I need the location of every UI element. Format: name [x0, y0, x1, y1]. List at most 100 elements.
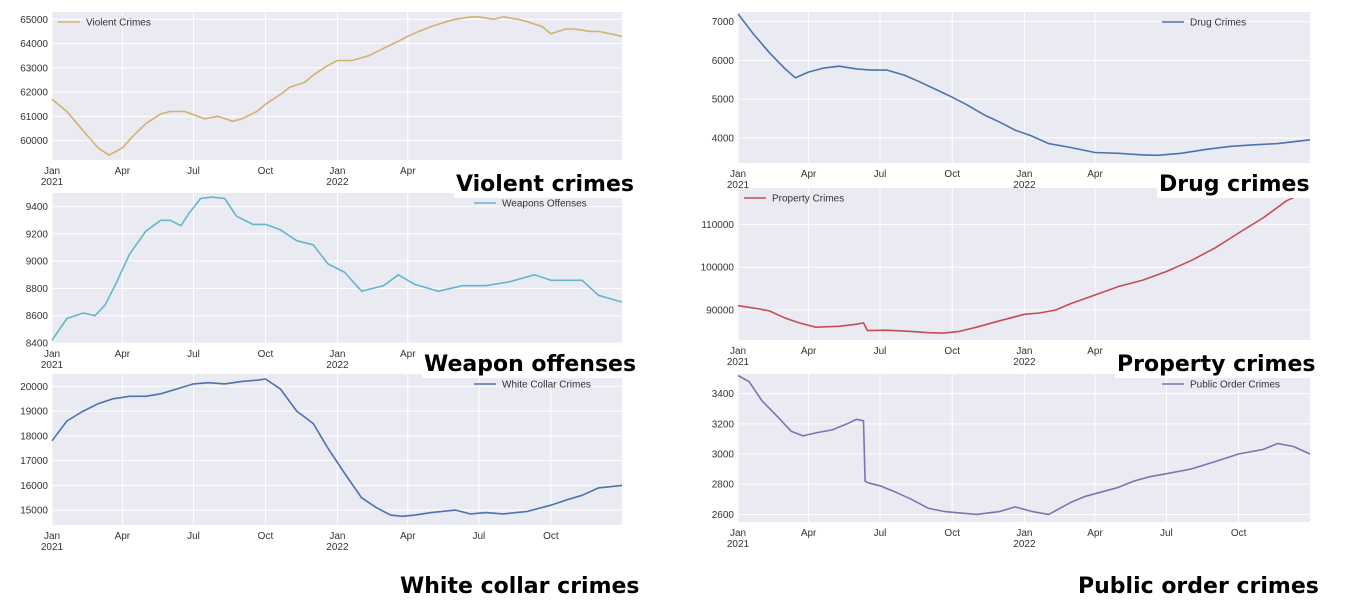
- x-tick-label: Jan: [44, 531, 60, 542]
- x-tick-label: Jan: [1016, 169, 1032, 180]
- x-tick-label: Jan: [44, 166, 60, 177]
- x-tick-label: Apr: [400, 531, 416, 542]
- y-tick-label: 9400: [26, 202, 49, 213]
- x-tick-label: Jan: [1016, 528, 1032, 539]
- legend-label: Violent Crimes: [86, 18, 151, 29]
- x-tick-label: Apr: [1087, 169, 1103, 180]
- y-tick-label: 15000: [20, 506, 48, 517]
- y-tick-label: 9200: [26, 229, 49, 240]
- x-tick-label: Jan: [329, 531, 345, 542]
- x-tick-label: Jul: [187, 166, 200, 177]
- caption-white-collar-crimes: White collar crimes: [400, 574, 640, 599]
- x-tick-label: Jan: [730, 169, 746, 180]
- y-tick-label: 64000: [20, 39, 48, 50]
- series-line: [737, 13, 1311, 157]
- y-tick-label: 7000: [712, 17, 735, 28]
- x-tick-year-label: 2021: [727, 539, 750, 550]
- x-tick-label: Apr: [801, 346, 817, 357]
- x-tick-label: Jul: [473, 531, 486, 542]
- x-tick-year-label: 2021: [41, 177, 64, 188]
- series-line: [51, 16, 623, 156]
- legend-label: Weapons Offenses: [502, 199, 587, 210]
- y-tick-label: 3400: [712, 389, 735, 400]
- x-tick-year-label: 2021: [727, 180, 750, 191]
- series-line: [737, 189, 1311, 334]
- x-tick-label: Jan: [730, 528, 746, 539]
- caption-weapon-offenses: Weapon offenses: [422, 352, 639, 378]
- y-tick-label: 2600: [712, 510, 735, 521]
- y-tick-label: 8600: [26, 311, 49, 322]
- legend-label: Property Crimes: [772, 194, 844, 205]
- x-tick-label: Jan: [1016, 346, 1032, 357]
- y-tick-label: 17000: [20, 456, 48, 467]
- y-tick-label: 9000: [26, 257, 49, 268]
- series-line: [51, 196, 623, 341]
- y-tick-label: 63000: [20, 63, 48, 74]
- y-tick-label: 6000: [712, 56, 735, 67]
- caption-drug-crimes: Drug crimes: [1157, 172, 1312, 198]
- x-tick-year-label: 2022: [326, 542, 349, 553]
- x-tick-year-label: 2022: [1013, 357, 1036, 368]
- series-line: [51, 378, 623, 518]
- x-tick-label: Apr: [801, 169, 817, 180]
- y-tick-label: 16000: [20, 481, 48, 492]
- y-tick-label: 18000: [20, 431, 48, 442]
- x-tick-year-label: 2021: [41, 542, 64, 553]
- y-tick-label: 90000: [706, 306, 734, 317]
- y-tick-label: 3200: [712, 419, 735, 430]
- y-tick-label: 20000: [20, 382, 48, 393]
- x-tick-year-label: 2021: [727, 357, 750, 368]
- y-tick-label: 110000: [701, 220, 734, 231]
- x-tick-label: Jul: [187, 531, 200, 542]
- drug-crimes-chart: 4000 5000 6000 7000 Jan 2021 Apr Jul Oct Jan 2022 A…: [680, 0, 1340, 200]
- x-tick-label: Apr: [400, 349, 416, 360]
- x-tick-label: Jul: [874, 528, 887, 539]
- y-tick-label: 5000: [712, 95, 735, 106]
- caption-violent-crimes: Violent crimes: [454, 172, 636, 198]
- x-tick-label: Oct: [944, 346, 960, 357]
- legend-label: White Collar Crimes: [502, 380, 591, 391]
- public-order-crimes-chart: 2600 2800 3000 3200 3400 Jan 2021 Apr Jul Oct Jan 2…: [680, 370, 1340, 570]
- x-tick-label: Jan: [329, 166, 345, 177]
- x-tick-label: Jul: [874, 346, 887, 357]
- x-tick-label: Jul: [187, 349, 200, 360]
- y-tick-label: 8800: [26, 284, 49, 295]
- caption-public-order-crimes: Public order crimes: [1078, 574, 1319, 599]
- x-tick-label: Oct: [1231, 528, 1247, 539]
- y-tick-label: 4000: [712, 133, 735, 144]
- y-tick-label: 60000: [20, 136, 48, 147]
- x-tick-label: Apr: [115, 166, 131, 177]
- x-tick-year-label: 2022: [326, 177, 349, 188]
- x-tick-label: Jul: [1160, 528, 1173, 539]
- x-tick-label: Apr: [115, 531, 131, 542]
- violent-crimes-chart: 60000 61000 62000 63000 64000 65000 Jan 2021 Apr…: [0, 0, 640, 200]
- series-line: [737, 374, 1311, 516]
- property-crimes-chart: 90000 100000 110000 Jan 2021 Apr Jul Oct Jan 2022…: [680, 185, 1340, 375]
- x-tick-label: Oct: [258, 349, 274, 360]
- violent-crimes-svg: 600006100062000630006400065000Jan2021Apr…: [20, 12, 623, 188]
- x-tick-label: Apr: [1087, 528, 1103, 539]
- x-tick-year-label: 2022: [326, 360, 349, 371]
- x-tick-label: Oct: [258, 166, 274, 177]
- x-tick-label: Apr: [1087, 346, 1103, 357]
- x-tick-label: Jan: [44, 349, 60, 360]
- x-tick-year-label: 2022: [1013, 180, 1036, 191]
- x-tick-label: Oct: [543, 531, 559, 542]
- x-tick-label: Jan: [329, 349, 345, 360]
- x-tick-label: Oct: [944, 528, 960, 539]
- y-tick-label: 19000: [20, 407, 48, 418]
- x-tick-label: Apr: [115, 349, 131, 360]
- x-tick-label: Oct: [258, 531, 274, 542]
- legend-label: Public Order Crimes: [1190, 380, 1280, 391]
- white-collar-crimes-chart: 15000 16000 17000 18000 19000 20000 Jan 2021 Apr…: [0, 370, 640, 570]
- y-tick-label: 100000: [701, 263, 735, 274]
- weapon-offenses-chart: 8400 8600 8800 9000 9200 9400 Jan 2021 Apr Jul Oct…: [0, 190, 640, 380]
- y-tick-label: 2800: [712, 480, 735, 491]
- y-tick-label: 62000: [20, 88, 48, 99]
- x-tick-year-label: 2021: [41, 360, 64, 371]
- y-tick-label: 61000: [20, 112, 48, 123]
